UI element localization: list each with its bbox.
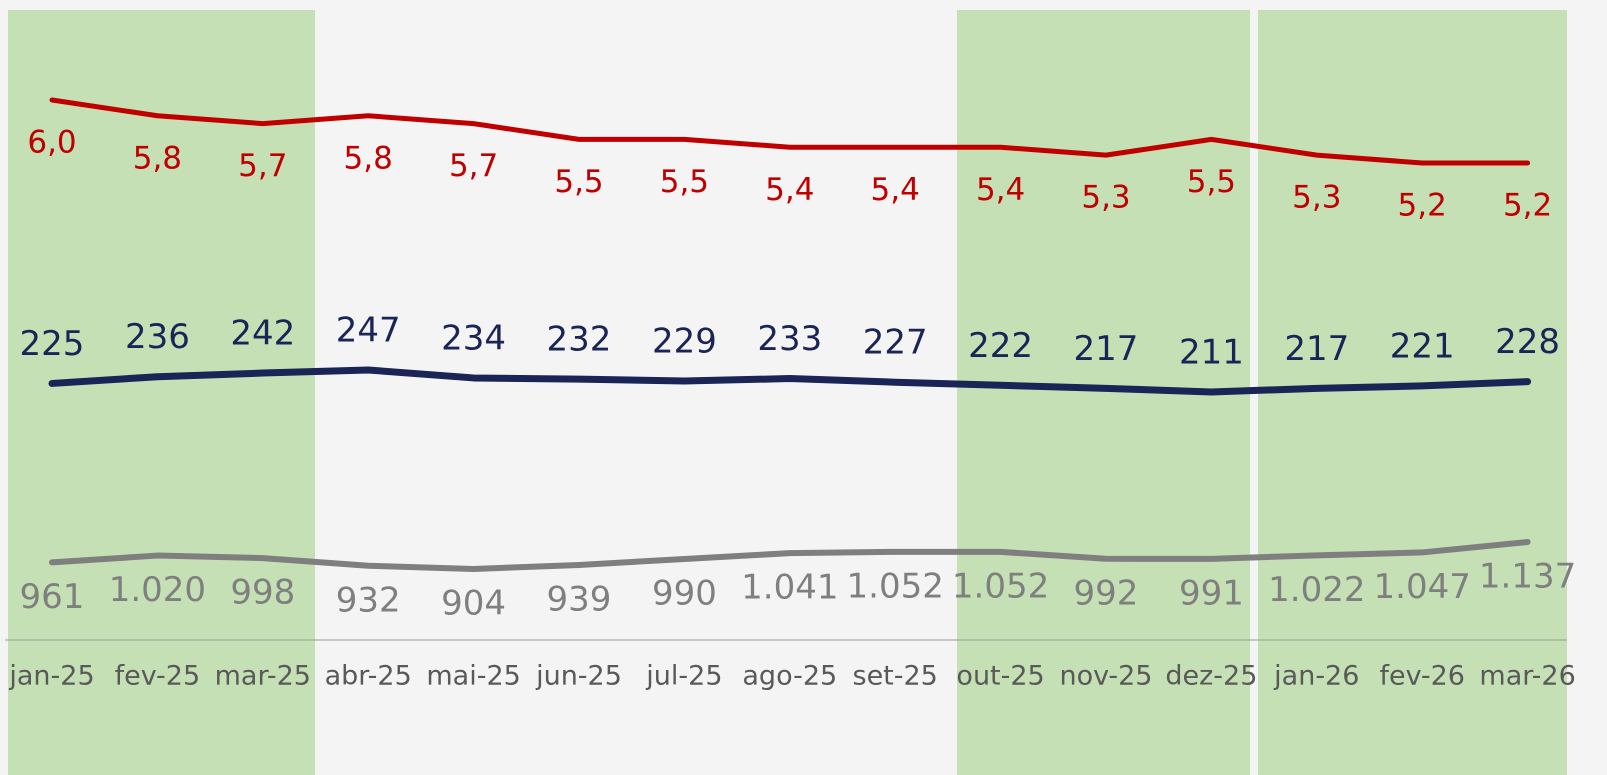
x-tick-label: jan-26 xyxy=(1273,661,1359,692)
data-label: 991 xyxy=(1179,573,1244,613)
data-label: 225 xyxy=(20,324,85,364)
data-label: 5,7 xyxy=(449,148,498,184)
data-label: 242 xyxy=(230,314,295,354)
data-label: 5,8 xyxy=(344,140,393,176)
data-label: 5,8 xyxy=(133,140,182,176)
data-label: 228 xyxy=(1495,322,1560,362)
data-label: 233 xyxy=(757,319,822,359)
data-label: 227 xyxy=(863,323,928,363)
data-label: 5,2 xyxy=(1398,188,1447,224)
x-tick-label: ago-25 xyxy=(742,661,837,692)
data-label: 5,4 xyxy=(976,172,1025,208)
data-label: 5,5 xyxy=(554,164,603,200)
x-tick-label: set-25 xyxy=(853,661,938,692)
data-label: 1.137 xyxy=(1479,557,1576,597)
data-label: 998 xyxy=(230,573,295,613)
x-tick-label: jan-25 xyxy=(8,661,94,692)
data-label: 1.041 xyxy=(741,568,838,608)
x-tick-label: mar-26 xyxy=(1479,661,1575,692)
x-tick-label: jun-25 xyxy=(535,661,622,692)
data-label: 932 xyxy=(336,580,401,620)
data-label: 217 xyxy=(1074,329,1139,369)
data-label: 222 xyxy=(968,326,1033,366)
x-tick-label: mar-25 xyxy=(215,661,311,692)
data-label: 961 xyxy=(20,577,85,617)
series-line xyxy=(49,539,1531,572)
data-label: 221 xyxy=(1390,326,1455,366)
data-label: 5,4 xyxy=(765,172,814,208)
highlight-band xyxy=(1258,10,1567,775)
data-label: 1.052 xyxy=(847,566,944,606)
data-label: 5,4 xyxy=(871,172,920,208)
series-line xyxy=(49,97,1531,166)
data-label: 992 xyxy=(1074,573,1139,613)
data-label: 234 xyxy=(441,318,506,358)
data-label: 6,0 xyxy=(27,125,76,161)
x-tick-label: fev-25 xyxy=(115,661,200,692)
x-tick-label: nov-25 xyxy=(1060,661,1153,692)
data-label: 232 xyxy=(547,320,612,360)
x-tick-label: fev-26 xyxy=(1379,661,1464,692)
data-label: 1.022 xyxy=(1268,570,1365,610)
data-label: 247 xyxy=(336,311,401,351)
data-label: 5,5 xyxy=(660,164,709,200)
x-tick-label: dez-25 xyxy=(1165,661,1257,692)
data-label: 904 xyxy=(441,584,506,624)
data-label: 1.052 xyxy=(952,566,1049,606)
x-tick-label: jul-25 xyxy=(645,661,722,692)
data-label: 5,3 xyxy=(1081,180,1130,216)
data-label: 1.020 xyxy=(109,570,206,610)
data-label: 1.047 xyxy=(1374,567,1471,607)
series-line xyxy=(48,366,1532,396)
data-label: 5,7 xyxy=(238,148,287,184)
data-label: 236 xyxy=(125,317,190,357)
data-label: 229 xyxy=(652,322,717,362)
data-label: 217 xyxy=(1284,329,1349,369)
data-label: 211 xyxy=(1179,333,1244,373)
data-label: 5,3 xyxy=(1292,180,1341,216)
data-label: 990 xyxy=(652,574,717,614)
data-label: 939 xyxy=(547,579,612,619)
x-tick-label: mai-25 xyxy=(426,661,520,692)
data-label: 5,5 xyxy=(1187,164,1236,200)
x-tick-label: out-25 xyxy=(956,661,1044,692)
data-label: 5,2 xyxy=(1503,188,1552,224)
highlight-band xyxy=(8,10,315,775)
x-tick-label: abr-25 xyxy=(325,661,412,692)
